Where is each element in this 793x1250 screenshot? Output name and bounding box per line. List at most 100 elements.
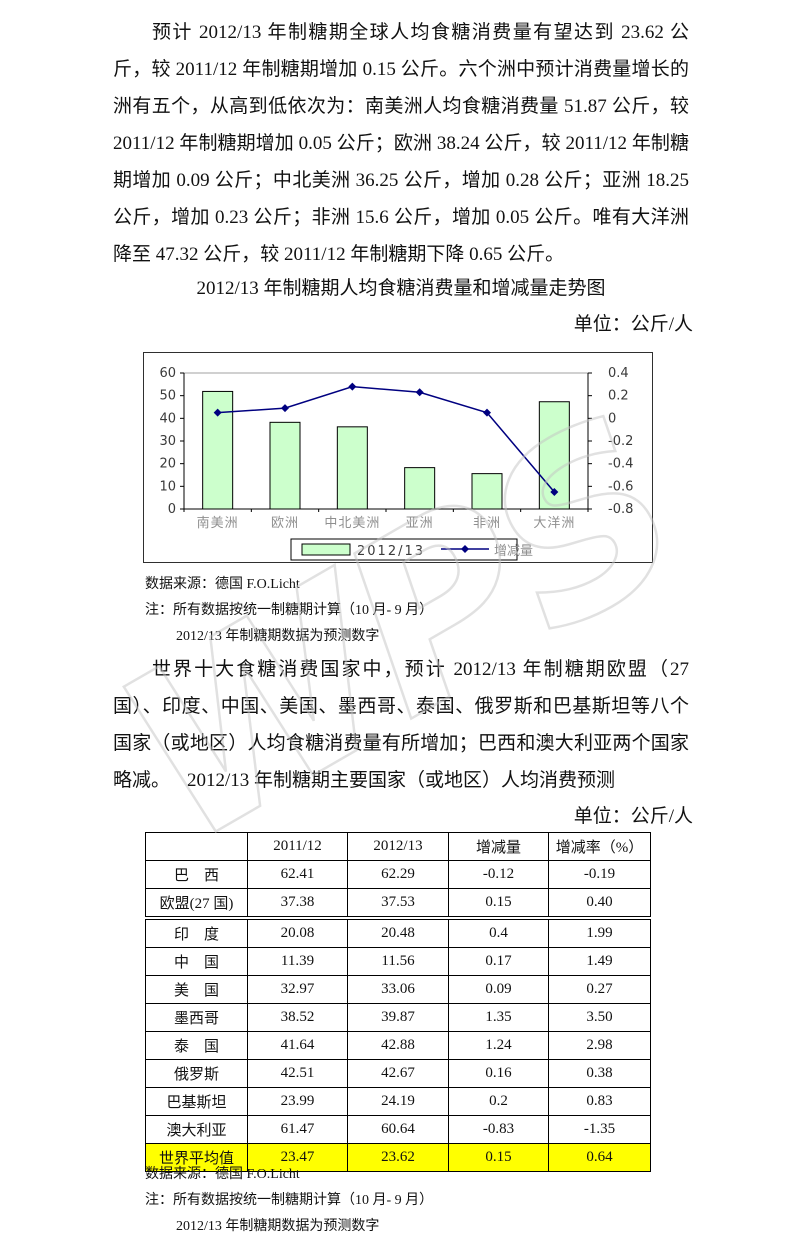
row-label: 墨西哥 <box>145 1003 248 1032</box>
table-cell: 37.53 <box>347 888 449 919</box>
table-cell: 20.08 <box>247 916 348 948</box>
data-source-note: 数据来源：德国 F.O.Licht <box>145 577 300 592</box>
table-cell: 0.4 <box>448 916 549 948</box>
table-cell: 1.49 <box>548 947 651 976</box>
table-cell: 32.97 <box>247 975 348 1004</box>
row-label: 巴基斯坦 <box>145 1087 248 1116</box>
left-axis-tick-label: 0 <box>168 502 176 517</box>
table-row-10: 世界平均值 23.47 23.62 0.15 0.64 <box>145 1143 651 1172</box>
table-body: 巴 西 62.41 62.29 -0.12 -0.19 欧盟(27 国) 37.38 37.5… <box>145 860 651 1172</box>
table-cell: 3.50 <box>548 1003 651 1032</box>
consumption-trend-chart: 0 10 20 30 40 50 60 -0.8 -0.6 -0.4 -0.2 0 0.2 0.4 南美洲 欧… <box>143 352 653 563</box>
country-consumption-table: 2011/12 2012/13 增减量 增减率（%） 巴 西 62.41 62.29 -0.… <box>145 832 651 1172</box>
category-label-4: 非洲 <box>473 516 501 531</box>
right-axis-tick-label: -0.4 <box>608 457 633 472</box>
table-cell: 62.29 <box>347 860 449 889</box>
left-axis-tick-label: 50 <box>159 389 176 404</box>
legend-bar-label: 2012/13 <box>357 544 425 559</box>
unit-label-table: 单位：公斤/人 <box>573 806 693 827</box>
paragraph-continent-consumption: 预计 2012/13 年制糖期全球人均食糖消费量有望达到 23.62 公斤，较 … <box>113 22 689 265</box>
table-cell: 41.64 <box>247 1031 348 1060</box>
forecast-note: 2012/13 年制糖期数据为预测数字 <box>176 1219 380 1234</box>
table-notes: 数据来源：德国 F.O.Licht 注：所有数据按统一制糖期计算（10 月- 9… <box>145 1162 433 1240</box>
table-row-3: 中 国 11.39 11.56 0.17 1.49 <box>145 947 651 976</box>
table-cell: 60.64 <box>347 1115 449 1144</box>
row-label: 欧盟(27 国) <box>145 888 248 919</box>
right-axis-tick-label: -0.2 <box>608 434 633 449</box>
paragraph-country-consumption: 世界十大食糖消费国家中，预计 2012/13 年制糖期欧盟（27 国）、印度、中… <box>113 659 689 791</box>
legend-line-marker <box>461 545 469 553</box>
column-header-1: 2011/12 <box>247 832 348 861</box>
left-axis-tick-label: 20 <box>159 457 176 472</box>
line-marker-3 <box>415 388 424 397</box>
right-axis-tick-label: 0.4 <box>608 366 629 381</box>
right-axis-tick-label: 0 <box>608 411 616 426</box>
table-header: 2011/12 2012/13 增减量 增减率（%） <box>145 832 651 861</box>
table-cell: 42.67 <box>347 1059 449 1088</box>
category-label-3: 亚洲 <box>406 516 434 531</box>
table-cell: 0.83 <box>548 1087 651 1116</box>
table-row-8: 巴基斯坦 23.99 24.19 0.2 0.83 <box>145 1087 651 1116</box>
table-cell: 0.27 <box>548 975 651 1004</box>
chart-canvas: 0 10 20 30 40 50 60 -0.8 -0.6 -0.4 -0.2 0 0.2 0.4 南美洲 欧… <box>159 366 633 561</box>
chart-title: 2012/13 年制糖期人均食糖消费量和增减量走势图 <box>196 278 606 299</box>
table-cell: -0.83 <box>448 1115 549 1144</box>
table-cell: 42.88 <box>347 1031 449 1060</box>
left-axis-tick-label: 30 <box>159 434 176 449</box>
table-cell: 11.56 <box>347 947 449 976</box>
row-label: 澳大利亚 <box>145 1115 248 1144</box>
table-cell: 39.87 <box>347 1003 449 1032</box>
table-cell: 11.39 <box>247 947 348 976</box>
table-row-4: 美 国 32.97 33.06 0.09 0.27 <box>145 975 651 1004</box>
table-cell: 1.24 <box>448 1031 549 1060</box>
line-marker-0 <box>213 408 222 417</box>
row-label: 美 国 <box>145 975 248 1004</box>
table-row-9: 澳大利亚 61.47 60.64 -0.83 -1.35 <box>145 1115 651 1144</box>
row-label: 俄罗斯 <box>145 1059 248 1088</box>
table-cell: 0.09 <box>448 975 549 1004</box>
table-cell: 0.15 <box>448 888 549 919</box>
row-label: 泰 国 <box>145 1031 248 1060</box>
column-header-3: 增减量 <box>448 832 549 861</box>
right-axis-tick-label: -0.6 <box>608 479 633 494</box>
table-row-7: 俄罗斯 42.51 42.67 0.16 0.38 <box>145 1059 651 1088</box>
table-cell: 2.98 <box>548 1031 651 1060</box>
calculation-note: 注：所有数据按统一制糖期计算（10 月- 9 月） <box>145 603 434 618</box>
bar-1 <box>269 421 301 510</box>
category-label-2: 中北美洲 <box>324 516 380 531</box>
table-cell: 1.35 <box>448 1003 549 1032</box>
table-cell: 0.38 <box>548 1059 651 1088</box>
table-row-6: 泰 国 41.64 42.88 1.24 2.98 <box>145 1031 651 1060</box>
table-cell: 23.47 <box>247 1143 348 1172</box>
chart-notes: 数据来源：德国 F.O.Licht 注：所有数据按统一制糖期计算（10 月- 9… <box>145 572 433 650</box>
left-axis-tick-label: 60 <box>159 366 176 381</box>
table-cell: -1.35 <box>548 1115 651 1144</box>
legend-line-label: 增减量 <box>494 544 533 559</box>
line-marker-5 <box>550 488 559 496</box>
table-row-5: 墨西哥 38.52 39.87 1.35 3.50 <box>145 1003 651 1032</box>
row-label: 中 国 <box>145 947 248 976</box>
bar-5 <box>538 401 570 510</box>
category-label-1: 欧洲 <box>271 516 299 531</box>
bar-4 <box>471 473 503 510</box>
table-cell: 61.47 <box>247 1115 348 1144</box>
table-cell: -0.12 <box>448 860 549 889</box>
table-row-0: 巴 西 62.41 62.29 -0.12 -0.19 <box>145 860 651 889</box>
table-title: 2012/13 年制糖期主要国家（或地区）人均消费预测 <box>186 770 616 791</box>
table-cell: 0.64 <box>548 1143 651 1172</box>
table-cell: 20.48 <box>347 916 449 948</box>
right-axis-tick-label: -0.8 <box>608 502 633 517</box>
table-cell: 23.62 <box>347 1143 449 1172</box>
line-marker-1 <box>281 404 289 413</box>
row-label: 巴 西 <box>145 860 248 889</box>
table-cell: 0.17 <box>448 947 549 976</box>
line-marker-2 <box>348 382 357 391</box>
category-label-0: 南美洲 <box>197 515 239 531</box>
table-row-1: 欧盟(27 国) 37.38 37.53 0.15 0.40 <box>145 888 651 919</box>
forecast-note: 2012/13 年制糖期数据为预测数字 <box>176 629 380 644</box>
row-label: 世界平均值 <box>145 1143 248 1172</box>
left-axis-tick-label: 10 <box>159 479 176 494</box>
category-label-5: 大洋洲 <box>533 516 575 531</box>
column-header-4: 增减率（%） <box>548 832 651 861</box>
